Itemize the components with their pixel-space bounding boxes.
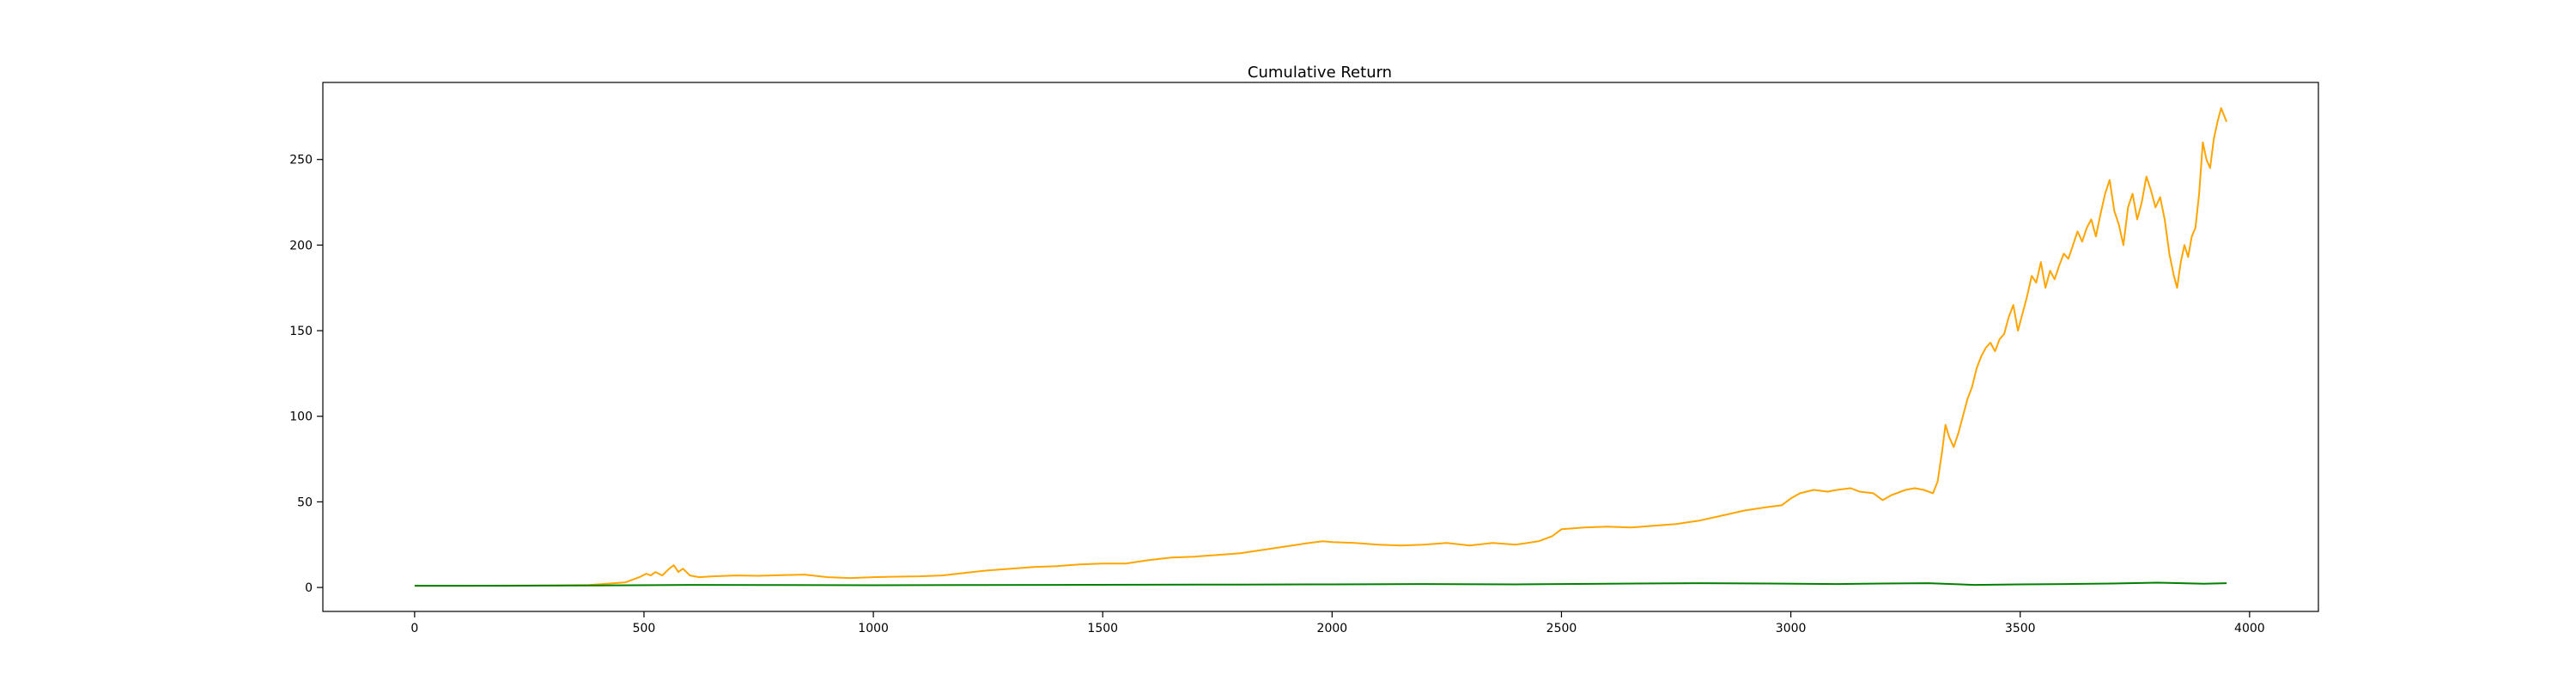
x-tick-label: 500 — [633, 622, 656, 635]
y-tick-label: 0 — [305, 581, 313, 595]
y-tick-label: 50 — [297, 495, 313, 509]
x-tick-label: 3500 — [2005, 622, 2036, 635]
y-tick-label: 200 — [289, 239, 313, 252]
y-tick-label: 250 — [289, 154, 313, 167]
x-tick-label: 2000 — [1317, 622, 1348, 635]
series-line-1 — [414, 106, 2228, 587]
x-tick-label: 1500 — [1087, 622, 1118, 635]
plot-frame — [322, 82, 2319, 612]
x-tick-label: 4000 — [2234, 622, 2265, 635]
y-tick-label: 100 — [289, 410, 313, 424]
axes: 0 500 1000 1500 2000 2500 3000 3500 4000 0 50 100 15… — [289, 82, 2319, 635]
x-tick-label: 3000 — [1776, 622, 1807, 635]
x-tick-label: 2500 — [1546, 622, 1577, 635]
plot-area — [414, 106, 2228, 587]
y-tick-label: 150 — [289, 325, 313, 338]
chart-title: Cumulative Return — [1248, 64, 1392, 82]
x-tick-label: 0 — [410, 622, 418, 635]
series-line-2 — [414, 581, 2227, 587]
x-tick-label: 1000 — [858, 622, 889, 635]
